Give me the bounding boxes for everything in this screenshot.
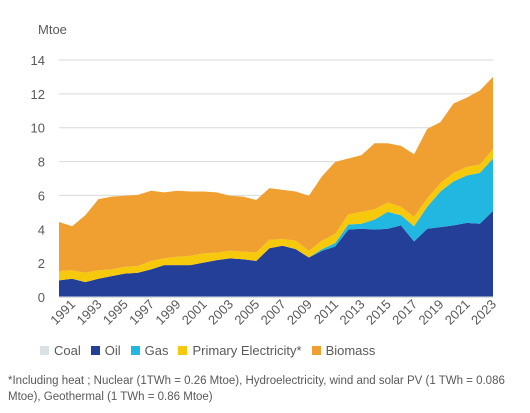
- area-primary-electricity: [59, 149, 493, 283]
- y-tick-label: 12: [31, 87, 45, 102]
- legend-label-primary-electricity: Primary Electricity*: [192, 343, 302, 358]
- legend-item-biomass: Biomass: [311, 343, 376, 358]
- legend-label-oil: Oil: [104, 343, 121, 358]
- x-tick-label: 1991: [47, 297, 78, 328]
- x-tick-label: 2015: [363, 297, 394, 328]
- x-tick-label: 2005: [231, 297, 262, 328]
- x-tick-label: 2021: [442, 297, 473, 328]
- legend-label-biomass: Biomass: [325, 343, 376, 358]
- y-tick-label: 4: [38, 222, 45, 237]
- legend-label-coal: Coal: [54, 343, 81, 358]
- y-tick-label: 8: [38, 155, 45, 170]
- x-tick-label: 1997: [126, 297, 157, 328]
- legend-item-oil: Oil: [90, 343, 121, 358]
- area-coal: [59, 296, 493, 297]
- x-tick-label: 2017: [389, 297, 420, 328]
- x-tick-label: 2011: [311, 297, 341, 327]
- legend-item-coal: Coal: [40, 343, 81, 358]
- y-tick-label: 0: [38, 290, 45, 305]
- x-tick-label: 2001: [179, 297, 210, 328]
- legend-swatch-oil: [90, 346, 100, 355]
- x-tick-labels: 1991199319951997199920012003200520072009…: [47, 297, 499, 328]
- legend-swatch-primary-electricity: [178, 346, 188, 355]
- y-tick-label: 6: [38, 188, 45, 203]
- legend-label-gas: Gas: [144, 343, 169, 358]
- x-tick-label: 1995: [100, 297, 131, 328]
- x-tick-label: 2007: [258, 297, 289, 328]
- x-tick-label: 1993: [74, 297, 105, 328]
- area-gas: [59, 158, 493, 283]
- legend-swatch-coal: [40, 346, 49, 355]
- stacked-area-chart: 0 2 4 6 8 10 12 14 1991199319951997199920012003…: [31, 53, 500, 328]
- x-tick-label: 1999: [152, 297, 183, 328]
- y-tick-label: 10: [31, 121, 45, 136]
- area-series: [59, 76, 493, 297]
- x-tick-label: 2023: [468, 297, 499, 328]
- x-tick-label: 2019: [415, 297, 446, 328]
- y-axis-unit-label: Mtoe: [38, 22, 67, 37]
- legend-item-primary-electricity: Primary Electricity*: [178, 343, 302, 358]
- legend-item-gas: Gas: [130, 343, 169, 358]
- area-biomass: [59, 76, 493, 273]
- y-tick-label: 2: [38, 256, 45, 271]
- legend-swatch-biomass: [311, 346, 321, 355]
- x-tick-label: 2013: [337, 297, 368, 328]
- x-tick-label: 2003: [205, 297, 236, 328]
- x-tick-label: 2009: [284, 297, 315, 328]
- legend-swatch-gas: [130, 346, 140, 355]
- legend: Coal Oil Gas Primary Electricity* Biomas…: [40, 343, 520, 358]
- y-tick-labels: 0 2 4 6 8 10 12 14: [31, 53, 45, 305]
- footnote: *Including heat ; Nuclear (1TWh = 0.26 M…: [8, 375, 505, 403]
- y-tick-label: 14: [31, 53, 45, 68]
- area-oil: [59, 211, 493, 297]
